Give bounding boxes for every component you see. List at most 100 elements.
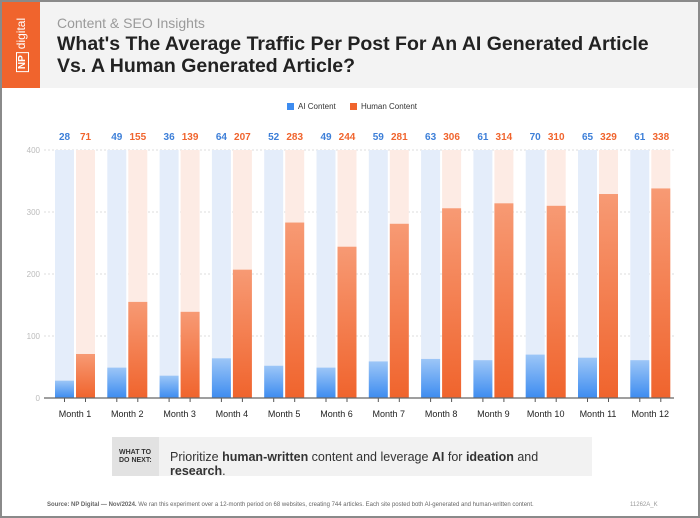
x-tick-label: Month 11 xyxy=(580,409,617,419)
x-tick-label: Month 4 xyxy=(216,409,249,419)
x-tick-label: Month 5 xyxy=(268,409,301,419)
data-label: 59 xyxy=(373,132,385,143)
legend: AI Content Human Content xyxy=(2,102,700,111)
y-tick-label: 400 xyxy=(27,146,41,155)
title-line-2: Vs. A Human Generated Article? xyxy=(57,55,355,77)
t1: Prioritize xyxy=(170,450,223,464)
bar-background xyxy=(473,150,493,398)
x-tick-label: Month 10 xyxy=(527,409,565,419)
bar-background xyxy=(368,150,388,398)
bar-background xyxy=(55,150,74,398)
t4: and xyxy=(513,450,539,464)
data-label: 52 xyxy=(268,132,280,143)
data-label: 63 xyxy=(425,132,437,143)
subtitle: Content & SEO Insights xyxy=(57,15,205,31)
what-to-do-next-box: WHAT TO DO NEXT: Prioritize human-written… xyxy=(112,437,592,478)
data-label: 70 xyxy=(530,132,542,143)
data-label: 310 xyxy=(548,132,565,143)
bar-background xyxy=(159,150,179,398)
source-text: We ran this experiment over a 12-month p… xyxy=(136,502,534,508)
bar-ai xyxy=(368,361,388,398)
bar-ai xyxy=(55,380,74,398)
x-tick-label: Month 9 xyxy=(477,409,510,419)
bar-ai xyxy=(264,365,284,398)
legend-label-ai: AI Content xyxy=(297,102,336,111)
b1: human-written xyxy=(222,450,309,464)
x-tick-label: Month 1 xyxy=(59,409,92,419)
bar-ai xyxy=(473,360,493,398)
data-label: 283 xyxy=(286,132,303,143)
data-label: 306 xyxy=(443,132,460,143)
bar-background xyxy=(76,150,95,398)
data-label: 36 xyxy=(164,132,176,143)
legend-swatch-human xyxy=(350,103,357,110)
t3: for xyxy=(444,450,466,464)
data-label: 49 xyxy=(320,132,332,143)
source-org: NP Digital — Nov/2024. xyxy=(71,502,137,508)
x-tick-label: Month 3 xyxy=(163,409,196,419)
label-line-1: WHAT TO xyxy=(119,449,152,456)
bar-background xyxy=(211,150,231,398)
bar-background xyxy=(525,150,545,398)
data-label: 281 xyxy=(391,132,408,143)
bar-ai xyxy=(630,360,650,398)
x-tick-label: Month 2 xyxy=(111,409,144,419)
bar-human xyxy=(128,301,148,398)
b4: research xyxy=(170,464,223,478)
bar-human xyxy=(494,203,514,398)
data-label: 314 xyxy=(496,132,513,143)
np-digital-logo: NPdigital xyxy=(2,2,40,88)
data-label: 139 xyxy=(182,132,199,143)
bar-background xyxy=(421,150,441,398)
bar-human xyxy=(599,194,618,398)
data-label: 61 xyxy=(477,132,489,143)
x-tick-label: Month 7 xyxy=(373,409,406,419)
bar-human xyxy=(651,188,671,398)
bar-ai xyxy=(525,354,545,398)
data-label: 49 xyxy=(111,132,123,143)
bar-background xyxy=(107,150,127,398)
source-note: Source: NP Digital — Nov/2024. We ran th… xyxy=(47,502,534,508)
data-label: 71 xyxy=(80,132,92,143)
what-to-do-next-label: WHAT TO DO NEXT: xyxy=(112,437,159,476)
legend-label-human: Human Content xyxy=(361,102,418,111)
bar-human xyxy=(232,269,252,398)
data-label: 64 xyxy=(216,132,228,143)
legend-human: Human Content xyxy=(350,102,417,111)
bar-ai xyxy=(316,367,336,398)
b3: ideation xyxy=(465,450,514,464)
bar-human xyxy=(546,205,566,398)
data-label: 329 xyxy=(600,132,617,143)
bar-ai xyxy=(159,375,179,398)
t5: . xyxy=(222,464,226,478)
bar-human xyxy=(442,208,462,398)
data-label: 28 xyxy=(59,132,71,143)
b2: AI xyxy=(431,450,445,464)
t2: content and leverage xyxy=(308,450,432,464)
data-label: 338 xyxy=(652,132,669,143)
header: NPdigital Content & SEO Insights What's … xyxy=(2,2,698,88)
data-label: 155 xyxy=(129,132,146,143)
bar-human xyxy=(180,311,200,398)
bar-ai xyxy=(211,358,231,398)
bar-human xyxy=(337,246,357,398)
label-line-2: DO NEXT: xyxy=(119,457,152,464)
x-tick-label: Month 8 xyxy=(425,409,458,419)
bar-human xyxy=(389,223,409,398)
data-label: 244 xyxy=(339,132,356,143)
x-tick-label: Month 6 xyxy=(320,409,353,419)
bar-background xyxy=(264,150,284,398)
page-title: What's The Average Traffic Per Post For … xyxy=(57,33,677,77)
data-label: 65 xyxy=(582,132,594,143)
bar-chart: 0 100 200 300 400 28 71 Month 1 49 155 Month 2 36 13… xyxy=(27,132,674,419)
bar-human xyxy=(285,222,305,398)
bar-background xyxy=(316,150,336,398)
data-label: 207 xyxy=(234,132,251,143)
title-line-1: What's The Average Traffic Per Post For … xyxy=(57,33,649,55)
bar-ai xyxy=(421,358,441,398)
y-tick-label: 200 xyxy=(27,270,41,279)
bar-background xyxy=(578,150,597,398)
recommendation-text: Prioritize human-written content and lev… xyxy=(170,450,592,478)
bar-ai xyxy=(107,367,127,398)
data-label: 61 xyxy=(634,132,646,143)
